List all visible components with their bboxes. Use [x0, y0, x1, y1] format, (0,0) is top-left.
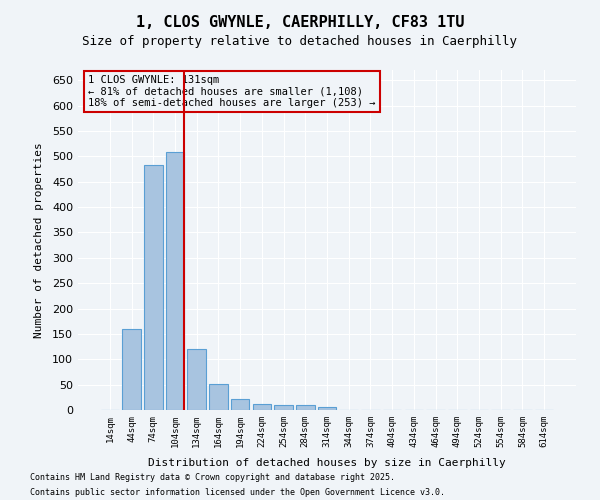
Bar [274, 405, 293, 410]
Bar [187, 349, 206, 410]
Bar [209, 384, 227, 410]
Bar [231, 399, 250, 410]
Bar [253, 404, 271, 410]
Text: Size of property relative to detached houses in Caerphilly: Size of property relative to detached ho… [83, 35, 517, 48]
Bar [166, 152, 184, 410]
Text: Contains public sector information licensed under the Open Government Licence v3: Contains public sector information licen… [30, 488, 445, 497]
Bar [318, 407, 336, 410]
Bar [144, 165, 163, 410]
Text: Contains HM Land Registry data © Crown copyright and database right 2025.: Contains HM Land Registry data © Crown c… [30, 473, 395, 482]
Bar [122, 329, 141, 410]
X-axis label: Distribution of detached houses by size in Caerphilly: Distribution of detached houses by size … [148, 458, 506, 468]
Bar [296, 405, 314, 410]
Y-axis label: Number of detached properties: Number of detached properties [34, 142, 44, 338]
Text: 1 CLOS GWYNLE: 131sqm
← 81% of detached houses are smaller (1,108)
18% of semi-d: 1 CLOS GWYNLE: 131sqm ← 81% of detached … [88, 75, 376, 108]
Text: 1, CLOS GWYNLE, CAERPHILLY, CF83 1TU: 1, CLOS GWYNLE, CAERPHILLY, CF83 1TU [136, 15, 464, 30]
